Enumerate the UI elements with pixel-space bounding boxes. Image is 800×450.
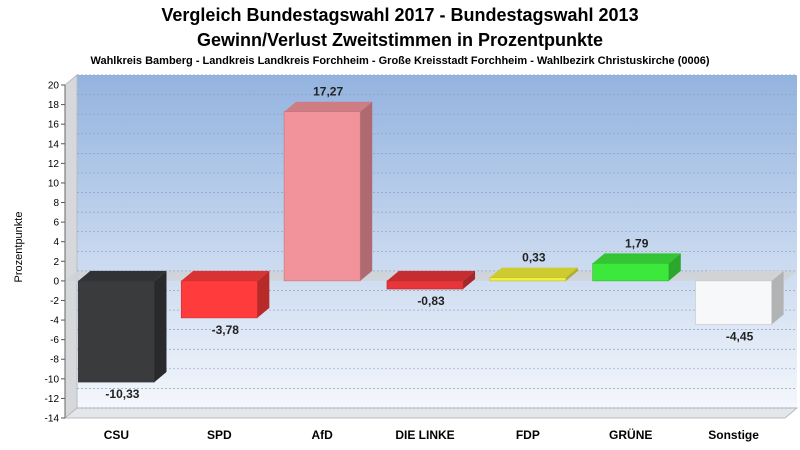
- x-tick-label: Sonstige: [708, 428, 759, 442]
- data-label: -10,33: [105, 387, 139, 401]
- bar-side: [668, 253, 681, 281]
- bar-side: [257, 270, 270, 318]
- data-label: -4,45: [726, 329, 754, 343]
- bar-side: [154, 270, 167, 383]
- chart-title: Vergleich Bundestagswahl 2017 - Bundesta…: [161, 5, 638, 25]
- bar-gr-ne: [592, 253, 681, 282]
- bar-front: [695, 280, 772, 325]
- data-labels: -10,33 -3,78 17,27 -0,83 0,33 1,79 -4,45: [105, 85, 753, 401]
- bar-side: [771, 270, 784, 325]
- plot-back-wall: [77, 75, 797, 408]
- y-tick-label: 10: [48, 178, 60, 189]
- bar-front: [592, 263, 670, 282]
- y-tick-label: -6: [50, 335, 59, 346]
- bar-afd: [283, 101, 373, 282]
- bar-side: [565, 267, 578, 281]
- chart-subtitle: Gewinn/Verlust Zweitstimmen in Prozentpu…: [197, 30, 603, 50]
- bar-top: [284, 101, 373, 112]
- chart-subtitle-2: Wahlkreis Bamberg - Landkreis Landkreis …: [90, 55, 709, 67]
- bar-sonstige: [695, 270, 784, 325]
- x-tick-label: SPD: [207, 428, 232, 442]
- y-tick-label: 8: [53, 198, 59, 209]
- y-tick-label: 6: [53, 218, 59, 229]
- x-tick-label: CSU: [104, 428, 129, 442]
- bar-top: [489, 267, 578, 278]
- x-tick-label: FDP: [516, 428, 540, 442]
- y-tick-label: 0: [53, 276, 59, 287]
- bar-fdp: [489, 267, 578, 282]
- bar-spd: [180, 270, 270, 319]
- y-tick-label: 4: [53, 237, 59, 248]
- y-tick-label: 12: [48, 159, 60, 170]
- plot-area: [63, 73, 799, 420]
- y-tick-label: 14: [48, 139, 60, 150]
- y-tick-label: -4: [50, 316, 59, 327]
- bar-top: [78, 270, 167, 281]
- y-tick-label: 16: [48, 120, 60, 131]
- bar-front: [283, 111, 361, 282]
- bar-csu: [78, 270, 167, 383]
- y-tick-label: -12: [45, 394, 60, 405]
- data-label: 17,27: [313, 85, 343, 99]
- y-tick-label: 18: [48, 100, 60, 111]
- bar-front: [489, 277, 567, 282]
- bar-top: [386, 270, 476, 281]
- bar-front: [180, 280, 258, 319]
- y-tick-label: -8: [50, 355, 59, 366]
- y-tick-label: -2: [50, 296, 59, 307]
- data-label: 0,33: [522, 251, 546, 265]
- bar-top: [181, 270, 270, 281]
- bar-top: [592, 253, 681, 264]
- bar-side: [463, 270, 476, 290]
- x-tick-label: DIE LINKE: [395, 428, 454, 442]
- y-tick-label: 2: [53, 257, 59, 268]
- bar-die-linke: [386, 270, 476, 290]
- bar-front: [78, 280, 155, 383]
- grid-lines: [77, 74, 797, 409]
- bar-front: [386, 280, 464, 290]
- y-axis-title: Prozentpunkte: [13, 212, 25, 283]
- plot-side-wall: [64, 73, 78, 420]
- x-tick-label: GRÜNE: [609, 427, 652, 442]
- y-tick-label: -14: [45, 414, 60, 425]
- y-tick-label: -10: [45, 374, 60, 385]
- data-label: -3,78: [212, 323, 240, 337]
- x-axis: CSU SPD AfD DIE LINKE FDP GRÜNE Sonstige: [104, 427, 759, 442]
- x-tick-label: AfD: [311, 428, 333, 442]
- data-label: -0,83: [417, 294, 445, 308]
- y-tick-label: 20: [48, 81, 60, 92]
- y-axis: -14 -12 -10 -8 -6 -4 -2 0 2 4 6 8 10 12 14 16 18 20: [45, 81, 66, 425]
- data-label: 1,79: [625, 236, 649, 250]
- plot-floor: [63, 407, 799, 419]
- bar-side: [360, 101, 373, 281]
- bar-top: [695, 270, 784, 281]
- bars: [78, 101, 784, 383]
